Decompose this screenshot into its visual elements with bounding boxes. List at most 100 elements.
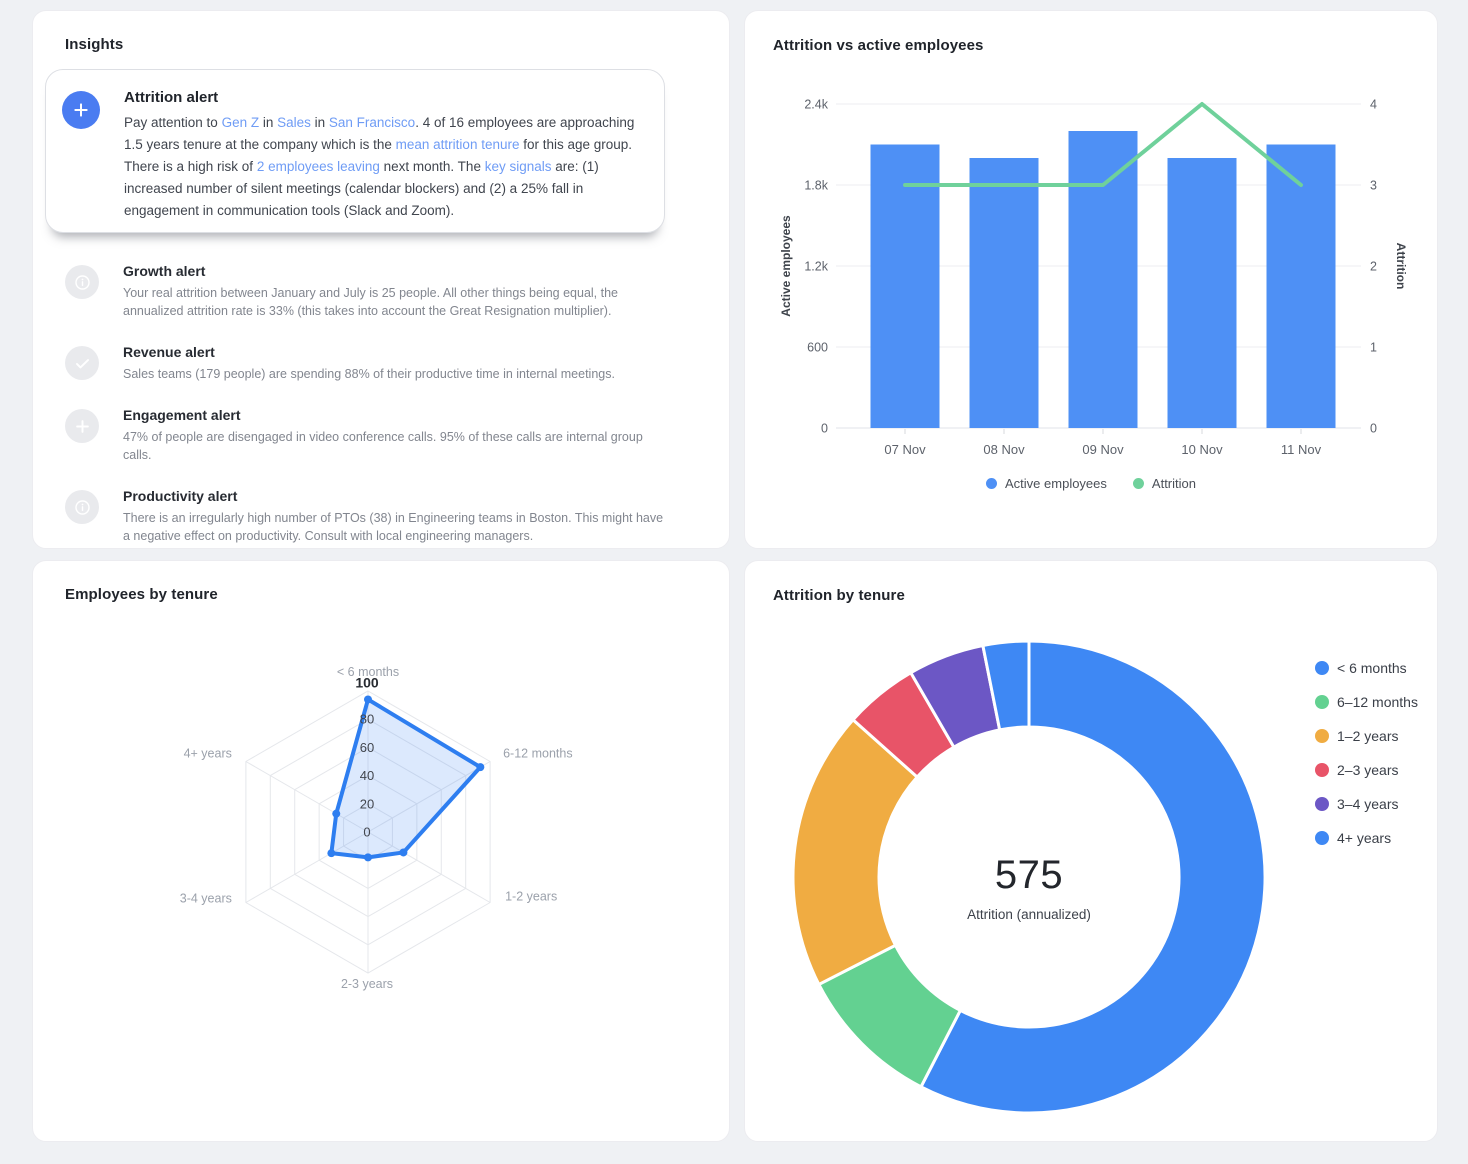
y-axis-title: Active employees [779,215,793,317]
text-segment: Pay attention to [124,115,222,130]
alert-body: There is an irregularly high number of P… [123,511,664,543]
inline-link[interactable]: mean attrition tenure [395,137,520,152]
legend-dot [1315,729,1329,743]
attrition-by-tenure-chart[interactable] [745,561,1439,1143]
y2-axis-title: Attrition [1394,243,1408,290]
legend-label: Active employees [1005,476,1107,491]
alert-row-revenue[interactable]: Revenue alert Sales teams (179 people) a… [65,344,693,383]
alert-body: Your real attrition between January and … [123,286,619,318]
radar-axis-label: 3-4 years [180,892,232,906]
alert-row-growth[interactable]: Growth alert Your real attrition between… [65,263,693,320]
radar-tick-label: 80 [360,712,374,727]
bar-09-nov[interactable] [1068,131,1138,428]
radar-spoke [367,831,491,903]
legend-item-6–12-months[interactable]: 6–12 months [1315,685,1418,719]
x-axis-label: 07 Nov [884,442,926,457]
alert-title: Revenue alert [123,344,215,360]
alert-content: Productivity alert There is an irregular… [123,488,671,545]
text-segment: next month. The [379,159,485,174]
legend-label: 3–4 years [1337,796,1399,812]
alert-content: Growth alert Your real attrition between… [123,263,671,320]
legend-dot [1132,478,1144,489]
y-axis-tick-label: 1.2k [804,260,828,274]
text-segment: in [310,115,329,130]
radar-point-3-4-years[interactable] [327,849,336,858]
radar-point-1-2-years[interactable] [399,848,408,857]
bar-07-nov[interactable] [870,144,940,429]
legend-item-3–4-years[interactable]: 3–4 years [1315,787,1418,821]
radar-axis-label: 6-12 months [503,747,572,761]
alert-content: Revenue alert Sales teams (179 people) a… [123,344,615,383]
donut-slice-1–2-years[interactable] [791,718,919,986]
text-segment: . 4 of 16 employees are approaching 1.5 … [124,115,635,152]
legend-dot [1315,797,1329,811]
legend-dot [1315,695,1329,709]
y2-axis-tick-label: 1 [1370,341,1377,355]
alert-title: Engagement alert [123,407,241,423]
plus-icon [65,409,99,443]
legend-dot [1315,763,1329,777]
legend-label: 2–3 years [1337,762,1399,778]
donut-slice-4-years[interactable] [981,639,1031,732]
x-axis-label: 10 Nov [1181,442,1223,457]
chart-title: Attrition vs active employees [773,37,984,54]
inline-link[interactable]: San Francisco [328,115,416,130]
legend-label: 4+ years [1337,830,1392,846]
x-axis-label: 08 Nov [983,442,1025,457]
bar-11-nov[interactable] [1266,144,1336,429]
alert-title: Productivity alert [123,488,238,504]
alert-title: Attrition alert [124,89,219,106]
legend-item--6-months[interactable]: < 6 months [1315,651,1418,685]
chart-legend: < 6 months 6–12 months 1–2 years 2–3 years 3… [1315,651,1418,855]
radar-tick-label: 0 [363,825,370,840]
alert-body: 47% of people are disengaged in video co… [123,430,643,462]
alert-body: Pay attention to Gen Z in Sales in San F… [124,112,644,222]
radar-axis-label: 2-3 years [341,977,393,991]
inline-link[interactable]: 2 employees leaving [256,159,380,174]
alert-title: Growth alert [123,263,206,279]
chart-legend: Active employees Attrition [745,476,1437,491]
legend-item-2–3-years[interactable]: 2–3 years [1315,753,1418,787]
alert-row-engagement[interactable]: Engagement alert 47% of people are disen… [65,407,693,464]
attrition-vs-active-chart[interactable]: 0 0 600 1 1.2k 2 1.8k 3 2.4k 4 07 Nov 08 Nov 09 Nov 1… [745,11,1439,550]
featured-alert-card[interactable]: Attrition alert Pay attention to Gen Z i… [45,69,665,233]
bar-10-nov[interactable] [1167,158,1237,428]
y2-axis-tick-label: 0 [1370,422,1377,436]
info-icon [65,490,99,524]
y2-axis-tick-label: 2 [1370,260,1377,274]
legend-item-attrition[interactable]: Attrition [1132,476,1196,491]
radar-axis-label: 1-2 years [505,890,557,904]
employees-by-tenure-panel: Employees by tenure 0 20 40 60 80 100 < 6 mont… [32,560,730,1142]
radar-point-4-years[interactable] [332,809,341,818]
attrition-vs-active-panel: Attrition vs active employees 0 0 600 1 1.2k… [744,10,1438,549]
attrition-by-tenure-panel: Attrition by tenure 575 Attrition (annua… [744,560,1438,1142]
featured-alert-content: Attrition alert Pay attention to Gen Z i… [124,89,644,232]
radar-axis-label: < 6 months [337,665,399,679]
radar-point-2-3-years[interactable] [364,853,372,862]
insights-panel: Insights Attrition alert Pay attention t… [32,10,730,549]
radar-point--6-months[interactable] [364,695,372,704]
alert-row-productivity[interactable]: Productivity alert There is an irregular… [65,488,693,545]
radar-point-6-12-months[interactable] [476,763,485,772]
radar-spoke [245,831,369,903]
panel-title: Insights [65,36,124,53]
inline-link[interactable]: key signals [484,159,552,174]
employees-by-tenure-chart[interactable]: 0 20 40 60 80 100< 6 months 6-12 months 1-2 yea… [33,561,731,1143]
inline-link[interactable]: Gen Z [221,115,260,130]
legend-label: 6–12 months [1337,694,1418,710]
text-segment: are: (1) increased number of silent meet… [124,159,599,218]
legend-item-1–2-years[interactable]: 1–2 years [1315,719,1418,753]
legend-item-4-years[interactable]: 4+ years [1315,821,1418,855]
inline-link[interactable]: Sales [277,115,311,130]
radar-tick-label: 100 [355,675,379,691]
bar-08-nov[interactable] [969,158,1039,428]
alert-list: Growth alert Your real attrition between… [65,263,693,569]
y-axis-tick-label: 600 [807,341,828,355]
radar-tick-label: 20 [360,796,374,811]
donut-slice--6-months[interactable] [919,639,1267,1115]
check-icon [65,346,99,380]
info-icon [65,265,99,299]
legend-item-active-employees[interactable]: Active employees [986,476,1107,491]
attrition-line[interactable] [903,102,1303,187]
radar-series[interactable] [329,697,483,860]
